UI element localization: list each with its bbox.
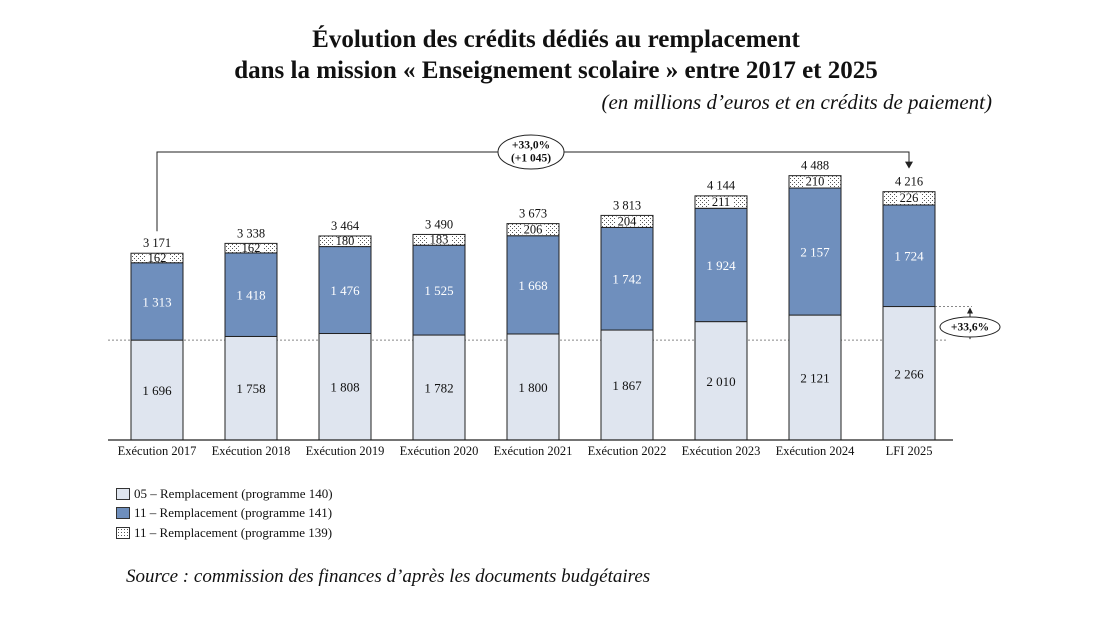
bar-label-p140-5: 1 867	[612, 378, 642, 393]
bar-segment-1-4	[506, 235, 560, 335]
category-label-7: Exécution 2024	[776, 444, 856, 458]
base-growth-bubble	[939, 316, 1001, 338]
bar-total-2: 3 464	[331, 219, 360, 233]
bar-label-p139-1: 162	[242, 241, 261, 255]
category-label-4: Exécution 2021	[494, 444, 573, 458]
bar-label-p140-1: 1 758	[236, 381, 265, 396]
bar-label-p141-5: 1 742	[612, 272, 641, 287]
legend-swatch-p140	[116, 487, 130, 500]
bar-label-p140-2: 1 808	[330, 380, 359, 395]
chart-subtitle: (en millions d’euros et en crédits de pa…	[601, 90, 992, 114]
bar-label-bg-p139-5	[615, 216, 639, 227]
bar-total-0: 3 171	[143, 236, 171, 250]
chart-title: Évolution des crédits dédiés au remplace…	[0, 24, 1112, 86]
bar-segment-1-0	[130, 262, 184, 341]
category-label-0: Exécution 2017	[118, 444, 197, 458]
bar-segment-1-7	[788, 187, 842, 316]
bar-total-1: 3 338	[237, 226, 265, 240]
legend-item-p141: 11 – Remplacement (programme 141)	[116, 504, 333, 524]
bar-segment-0-7	[788, 314, 842, 441]
chart-title-line-1: Évolution des crédits dédiés au remplace…	[312, 26, 800, 53]
bar-label-bg-p139-8	[897, 192, 921, 204]
base-growth-arrowhead	[967, 307, 973, 314]
growth-bracket-arrowhead	[905, 161, 913, 169]
bar-segment-0-6	[694, 321, 748, 441]
bar-total-3: 3 490	[425, 217, 453, 231]
bar-label-p141-1: 1 418	[236, 288, 265, 303]
bar-segment-0-2	[318, 333, 372, 441]
bar-total-8: 4 216	[895, 175, 923, 189]
bar-label-p139-7: 210	[806, 175, 825, 189]
category-label-1: Exécution 2018	[212, 444, 291, 458]
bar-segment-1-3	[412, 244, 466, 336]
bar-label-p141-6: 1 924	[706, 258, 736, 273]
legend-item-p140: 05 – Remplacement (programme 140)	[116, 484, 333, 504]
legend-label-p140: 05 – Remplacement (programme 140)	[134, 485, 333, 501]
bar-label-bg-p139-2	[333, 236, 357, 246]
category-label-6: Exécution 2023	[682, 444, 761, 458]
bar-label-bg-p139-1	[239, 244, 263, 252]
legend-item-p139: 11 – Remplacement (programme 139)	[116, 523, 333, 543]
bar-segment-1-2	[318, 246, 372, 335]
bar-segment-0-4	[506, 333, 560, 441]
bar-label-p141-3: 1 525	[424, 283, 453, 298]
bar-total-4: 3 673	[519, 206, 547, 220]
bar-label-p140-4: 1 800	[518, 380, 547, 395]
legend-label-p139: 11 – Remplacement (programme 139)	[134, 524, 333, 540]
bar-label-p141-2: 1 476	[330, 283, 360, 298]
chart-legend: 05 – Remplacement (programme 140) 11 – R…	[116, 484, 333, 543]
bar-label-p140-3: 1 782	[424, 381, 453, 396]
bar-segment-0-1	[224, 335, 278, 441]
chart-title-line-2: dans la mission « Enseignement scolaire …	[234, 57, 878, 84]
bar-label-p139-5: 204	[618, 214, 638, 228]
bar-label-p141-4: 1 668	[518, 278, 547, 293]
base-growth-label: +33,6%	[951, 322, 989, 334]
legend-swatch-p141	[116, 507, 130, 520]
category-label-8: LFI 2025	[886, 444, 933, 458]
bar-label-p141-7: 2 157	[800, 245, 830, 260]
bar-label-p141-8: 1 724	[894, 249, 924, 264]
bar-label-p139-8: 226	[900, 191, 919, 205]
bar-segment-1-1	[224, 252, 278, 337]
bar-label-p140-0: 1 696	[142, 383, 172, 398]
bar-segment-0-0	[130, 339, 184, 441]
category-label-5: Exécution 2022	[588, 444, 667, 458]
bar-label-bg-p139-6	[709, 196, 733, 208]
bar-label-p140-8: 2 266	[894, 366, 924, 381]
bar-label-bg-p139-7	[803, 176, 827, 188]
bar-label-bg-p139-0	[145, 254, 169, 262]
bar-total-6: 4 144	[707, 179, 736, 193]
bar-label-p139-2: 180	[336, 234, 355, 248]
legend-label-p141: 11 – Remplacement (programme 141)	[134, 505, 333, 521]
bar-segment-1-8	[882, 204, 936, 308]
bar-label-p139-3: 183	[430, 233, 449, 247]
source-note: Source : commission des finances d’après…	[126, 566, 651, 587]
bar-label-p141-0: 1 313	[142, 294, 171, 309]
category-label-2: Exécution 2019	[306, 444, 385, 458]
bar-label-bg-p139-3	[427, 235, 451, 245]
bar-label-bg-p139-4	[521, 224, 545, 235]
bar-total-7: 4 488	[801, 159, 829, 173]
bar-label-p140-7: 2 121	[800, 371, 829, 386]
bar-segment-0-8	[882, 306, 936, 441]
bar-label-p139-0: 162	[148, 251, 167, 265]
legend-swatch-p139	[116, 526, 130, 539]
bar-label-p139-4: 206	[524, 223, 543, 237]
bar-label-p139-6: 211	[712, 195, 730, 209]
growth-bubble	[497, 134, 565, 170]
bar-label-p140-6: 2 010	[706, 374, 735, 389]
growth-bubble-line-2: (+1 045)	[511, 153, 551, 165]
category-label-3: Exécution 2020	[400, 444, 479, 458]
growth-bubble-line-1: +33,0%	[512, 140, 550, 152]
bar-total-5: 3 813	[613, 198, 641, 212]
